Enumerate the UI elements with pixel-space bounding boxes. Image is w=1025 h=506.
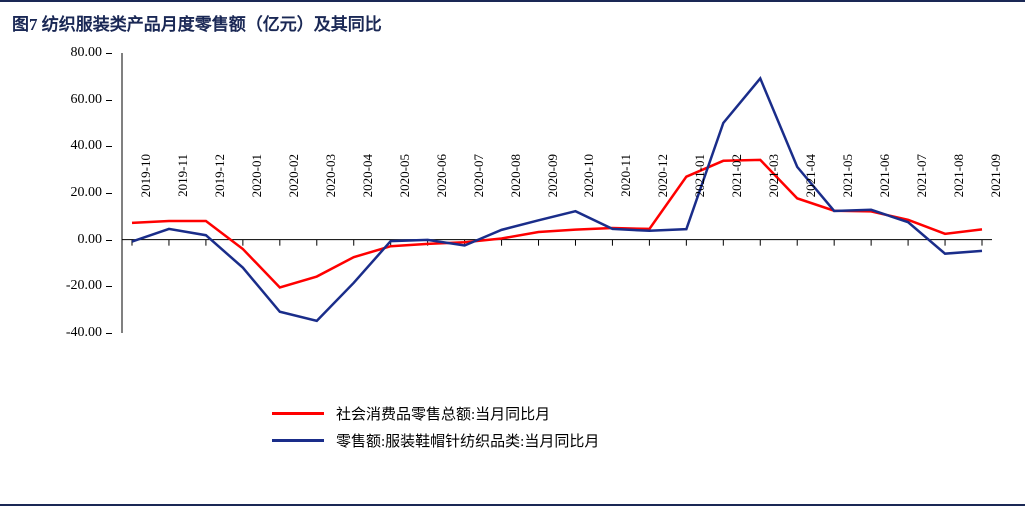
x-tick-label: 2020-01 (249, 154, 265, 197)
x-tick-label: 2020-03 (323, 154, 339, 197)
y-tick-label: -20.00 (66, 278, 102, 294)
x-tick-label: 2020-04 (360, 154, 376, 197)
x-tick-label: 2021-02 (729, 154, 745, 197)
x-tick-label: 2019-12 (212, 154, 228, 197)
y-tick-mark (106, 53, 112, 54)
y-tick-mark (106, 240, 112, 241)
x-tick-label: 2020-11 (618, 154, 634, 197)
x-tick-label: 2019-11 (175, 154, 191, 197)
x-tick-label: 2019-10 (138, 154, 154, 197)
chart-area: -40.00 -20.00 0.00 20.00 40.00 60.00 80.00 201… (12, 43, 1012, 423)
x-tick-label: 2020-09 (545, 154, 561, 197)
x-tick-label: 2021-08 (951, 154, 967, 197)
legend-item: 社会消费品零售总额:当月同比月 (272, 403, 599, 424)
x-tick-label: 2021-09 (988, 154, 1004, 197)
y-tick-label: 40.00 (71, 138, 103, 154)
legend-swatch (272, 439, 324, 442)
y-tick-label: 20.00 (71, 185, 103, 201)
legend-label: 社会消费品零售总额:当月同比月 (336, 403, 550, 424)
x-tick-label: 2020-12 (655, 154, 671, 197)
y-tick-mark (106, 333, 112, 334)
y-tick-mark (106, 286, 112, 287)
y-tick-label: 80.00 (71, 45, 103, 61)
y-tick-mark (106, 146, 112, 147)
legend-label: 零售额:服装鞋帽针纺织品类:当月同比月 (336, 430, 599, 451)
legend-item: 零售额:服装鞋帽针纺织品类:当月同比月 (272, 430, 599, 451)
chart-title: 图7 纺织服装类产品月度零售额（亿元）及其同比 (12, 10, 1013, 35)
x-tick-label: 2020-07 (471, 154, 487, 197)
y-tick-mark (106, 100, 112, 101)
x-tick-label: 2020-02 (286, 154, 302, 197)
x-tick-label: 2021-06 (877, 154, 893, 197)
x-axis: 2019-102019-112019-122020-012020-022020-… (122, 248, 992, 308)
x-tick-label: 2021-01 (692, 154, 708, 197)
x-tick-label: 2020-05 (397, 154, 413, 197)
y-tick-label: -40.00 (66, 325, 102, 341)
y-tick-mark (106, 193, 112, 194)
y-tick-label: 60.00 (71, 92, 103, 108)
x-tick-label: 2021-04 (803, 154, 819, 197)
legend-swatch (272, 412, 324, 415)
x-tick-label: 2021-03 (766, 154, 782, 197)
x-tick-label: 2021-07 (914, 154, 930, 197)
x-tick-label: 2021-05 (840, 154, 856, 197)
x-tick-label: 2020-08 (508, 154, 524, 197)
x-tick-label: 2020-06 (434, 154, 450, 197)
x-tick-label: 2020-10 (581, 154, 597, 197)
legend: 社会消费品零售总额:当月同比月零售额:服装鞋帽针纺织品类:当月同比月 (272, 403, 599, 457)
y-tick-label: 0.00 (78, 232, 103, 248)
title-bar: 图7 纺织服装类产品月度零售额（亿元）及其同比 (0, 0, 1025, 39)
y-axis: -40.00-20.000.0020.0040.0060.0080.00 (12, 53, 112, 333)
